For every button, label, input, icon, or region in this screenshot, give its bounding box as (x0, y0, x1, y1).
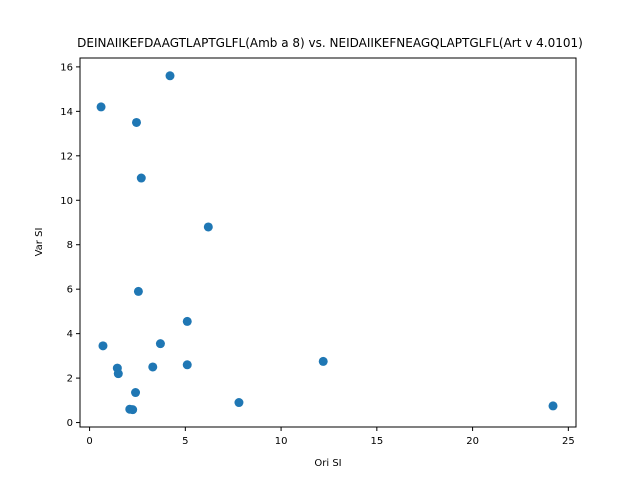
scatter-point (548, 401, 558, 411)
y-tick-label: 2 (67, 374, 73, 385)
y-tick-label: 8 (67, 240, 73, 251)
x-tick-label: 15 (370, 436, 383, 447)
plot-area-frame (79, 57, 577, 428)
scatter-point (128, 405, 138, 415)
scatter-point (133, 286, 143, 296)
scatter-point (148, 362, 158, 372)
scatter-points (96, 71, 558, 415)
y-axis-ticks: 0 2 4 6 8 10 12 14 16 (60, 62, 80, 429)
scatter-point (136, 173, 146, 183)
x-tick-label: 25 (562, 436, 575, 447)
scatter-point (113, 369, 123, 379)
y-tick-label: 4 (67, 329, 73, 340)
scatter-point (182, 316, 192, 326)
scatter-point (234, 398, 244, 408)
scatter-point (98, 341, 108, 351)
scatter-point (182, 360, 192, 370)
x-axis-label: Ori SI (314, 458, 341, 469)
y-tick-label: 0 (67, 418, 73, 429)
scatter-point (318, 356, 328, 366)
chart-title: DEINAIIKEFDAAGTLAPTGLFL(Amb a 8) vs. NEI… (77, 36, 583, 50)
scatter-point (96, 102, 106, 112)
y-axis-label: Var SI (34, 228, 45, 257)
scatter-point (131, 117, 141, 127)
y-tick-label: 6 (67, 285, 73, 296)
y-tick-label: 12 (60, 151, 73, 162)
y-tick-label: 10 (60, 196, 73, 207)
x-tick-label: 0 (86, 436, 92, 447)
x-tick-label: 20 (466, 436, 479, 447)
y-tick-label: 14 (60, 107, 73, 118)
x-axis-ticks: 0 5 10 15 20 25 (86, 427, 575, 447)
x-tick-label: 5 (182, 436, 188, 447)
scatter-point (203, 222, 213, 232)
scatter-point (131, 388, 141, 398)
x-tick-label: 10 (275, 436, 288, 447)
y-tick-label: 16 (60, 62, 73, 73)
scatter-point (155, 339, 165, 349)
scatter-point (165, 71, 175, 81)
